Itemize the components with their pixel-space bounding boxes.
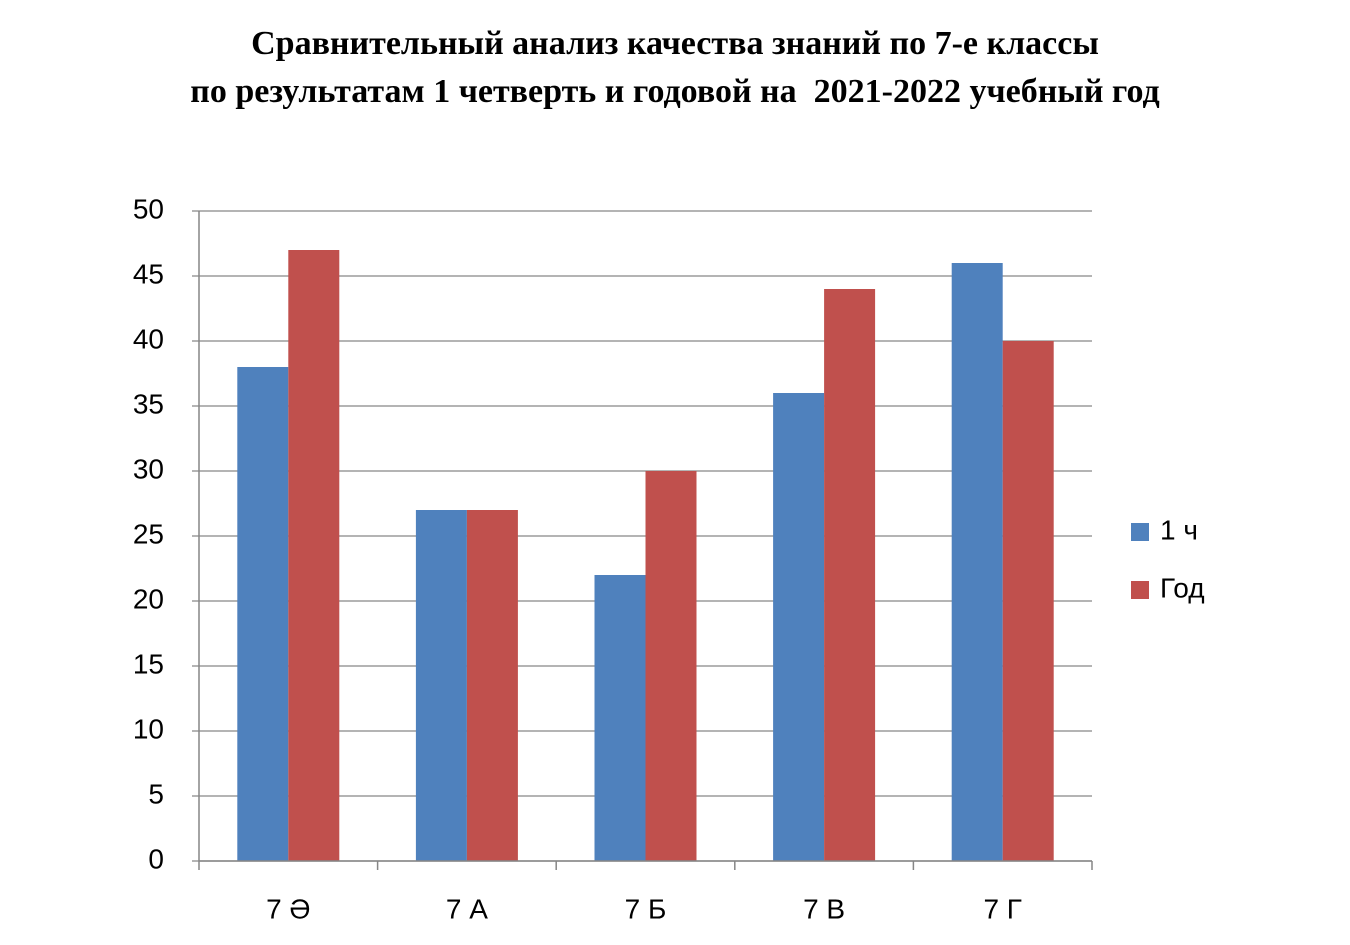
x-tick-label: 7 Ә [266, 893, 310, 924]
bar [237, 367, 289, 861]
chart-title: по результатам 1 четверть и годовой на 2… [190, 73, 1160, 110]
bar [824, 289, 876, 861]
y-tick-label: 15 [133, 648, 164, 679]
x-tick-label: 7 А [446, 893, 488, 924]
y-tick-label: 10 [133, 713, 164, 744]
legend-swatch [1131, 523, 1149, 541]
y-tick-label: 30 [133, 453, 164, 484]
chart-title: Сравнительный анализ качества знаний по … [251, 25, 1099, 62]
y-tick-label: 20 [133, 583, 164, 614]
y-tick-label: 50 [133, 193, 164, 224]
y-tick-label: 40 [133, 323, 164, 354]
y-tick-label: 5 [148, 778, 164, 809]
y-tick-label: 45 [133, 258, 164, 289]
bar [594, 575, 646, 861]
x-tick-label: 7 Г [983, 893, 1022, 924]
y-tick-label: 25 [133, 518, 164, 549]
x-tick-label: 7 Б [625, 893, 667, 924]
bar [415, 510, 467, 861]
bar [1002, 341, 1054, 861]
y-tick-label: 0 [148, 843, 164, 874]
y-tick-label: 35 [133, 388, 164, 419]
x-tick-label: 7 В [803, 893, 845, 924]
bar [645, 471, 697, 861]
legend-label: Год [1160, 572, 1205, 603]
bar [466, 510, 518, 861]
bar [288, 250, 340, 861]
bar [773, 393, 825, 861]
bar [951, 263, 1003, 861]
legend-swatch [1131, 581, 1149, 599]
legend-label: 1 ч [1160, 514, 1198, 545]
